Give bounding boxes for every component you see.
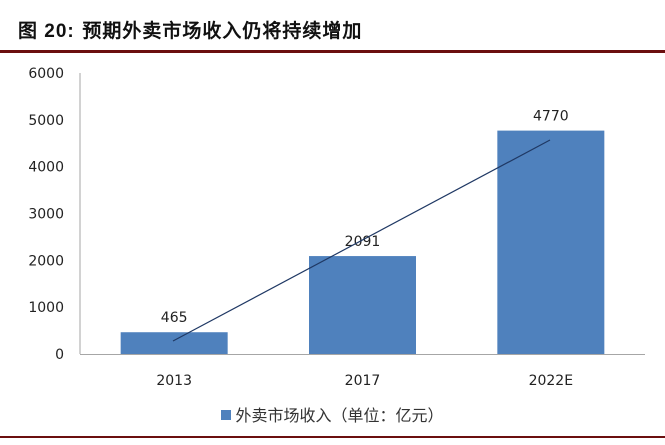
- bar-series: [120, 130, 605, 354]
- y-axis: 0 1000 2000 3000 4000 5000 6000: [28, 66, 81, 363]
- x-axis: 2013 2017 2022E: [80, 354, 645, 389]
- y-tick-label: 6000: [28, 66, 64, 82]
- x-tick-label: 2022E: [529, 373, 573, 389]
- data-label: 4770: [533, 109, 569, 125]
- figure-title: 图 20: 预期外卖市场收入仍将持续增加: [18, 16, 362, 43]
- y-tick-label: 1000: [28, 300, 64, 316]
- legend-swatch-icon: [221, 410, 232, 420]
- trendline: [172, 139, 551, 342]
- y-tick-label: 3000: [28, 207, 64, 223]
- bar: [497, 130, 605, 354]
- data-label: 2091: [345, 234, 381, 250]
- figure-title-text: 预期外卖市场收入仍将持续增加: [82, 20, 363, 42]
- x-tick-label: 2013: [156, 373, 192, 389]
- title-divider: [0, 50, 665, 53]
- y-tick-label: 0: [55, 347, 64, 363]
- bar: [120, 332, 228, 354]
- legend: 外卖市场收入（单位：亿元）: [0, 402, 665, 426]
- data-labels: 465 2091 4770: [161, 109, 569, 327]
- bar: [309, 256, 416, 354]
- legend-label: 外卖市场收入（单位：亿元）: [235, 406, 444, 425]
- figure-label: 图 20:: [18, 21, 75, 42]
- x-tick-label: 2017: [345, 373, 381, 389]
- data-label: 465: [161, 310, 188, 326]
- y-tick-label: 5000: [28, 113, 64, 129]
- y-tick-label: 4000: [28, 160, 64, 176]
- y-tick-label: 2000: [28, 253, 64, 269]
- bottom-divider: [0, 436, 665, 438]
